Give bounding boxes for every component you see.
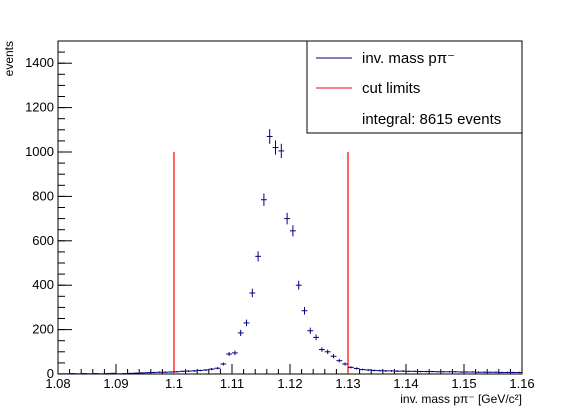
data-point (330, 354, 337, 359)
y-tick-label: 1200 (25, 100, 54, 115)
data-point (481, 371, 488, 373)
y-tick-label: 600 (32, 233, 54, 248)
legend-label-cut: cut limits (362, 80, 420, 97)
data-point (261, 193, 267, 206)
data-point (214, 367, 221, 370)
data-point (452, 371, 459, 373)
data-point (168, 371, 174, 373)
data-point (371, 369, 377, 372)
data-point (417, 370, 424, 373)
data-point (458, 371, 464, 373)
data-point (435, 371, 441, 373)
data-point (226, 352, 232, 357)
data-point (429, 370, 435, 373)
data-point (400, 370, 406, 373)
data-point (359, 368, 366, 371)
data-point (208, 368, 215, 371)
data-point (365, 369, 372, 371)
x-axis-title: inv. mass pπ⁻ [GeV/c²] (400, 392, 522, 406)
data-point (319, 347, 325, 352)
data-point (272, 140, 279, 155)
data-point (290, 225, 296, 237)
data-point (145, 372, 151, 374)
data-point (446, 371, 453, 373)
data-point (348, 366, 354, 369)
data-point (249, 288, 256, 298)
data-point (243, 319, 250, 327)
data-point (423, 370, 430, 373)
data-point (301, 306, 308, 315)
legend-label-mass: inv. mass pπ⁻ (362, 50, 455, 67)
data-point (493, 371, 499, 373)
data-point (197, 369, 203, 372)
x-tick-label: 1.13 (335, 376, 360, 391)
data-point (406, 370, 412, 373)
data-point (174, 371, 180, 373)
data-point (255, 251, 261, 262)
data-point (324, 349, 331, 355)
y-tick-label: 1000 (25, 144, 54, 159)
x-tick-label: 1.11 (220, 376, 244, 391)
y-tick-label: 200 (32, 322, 54, 337)
x-tick-label: 1.12 (277, 376, 302, 391)
data-point (295, 280, 302, 290)
x-tick-label: 1.16 (509, 376, 534, 391)
data-point (464, 371, 470, 373)
data-point (440, 371, 447, 373)
data-point (377, 369, 383, 372)
data-point (156, 371, 163, 373)
data-point (307, 327, 314, 334)
data-point (469, 371, 476, 373)
x-tick-label: 1.1 (165, 376, 183, 391)
data-point (388, 370, 395, 372)
data-point (237, 329, 244, 337)
data-point (382, 370, 389, 372)
data-point (232, 350, 238, 356)
data-point (191, 370, 198, 372)
data-point (313, 334, 319, 341)
data-point (475, 371, 482, 373)
data-point (133, 372, 140, 374)
x-tick-label: 1.15 (451, 376, 476, 391)
data-point (185, 370, 192, 373)
legend: inv. mass pπ⁻ cut limits integral: 8615 … (306, 40, 523, 134)
data-point (266, 129, 273, 144)
data-point (504, 371, 511, 374)
y-tick-label: 800 (32, 188, 54, 203)
y-tick-label: 1400 (25, 55, 54, 70)
y-axis-title: events (2, 41, 16, 76)
data-point (162, 371, 169, 373)
x-tick-label: 1.14 (393, 376, 418, 391)
data-point (510, 371, 517, 374)
data-point (411, 370, 418, 373)
y-tick-label: 400 (32, 277, 54, 292)
data-point (487, 371, 493, 373)
legend-box (306, 40, 523, 134)
data-point (127, 372, 134, 374)
x-tick-label: 1.09 (103, 376, 128, 391)
data-point (498, 371, 505, 374)
data-point (150, 371, 157, 374)
data-point (516, 371, 522, 374)
legend-label-integral: integral: 8615 events (362, 111, 501, 128)
data-point (203, 369, 209, 371)
data-point (139, 372, 145, 374)
y-tick-label: 0 (47, 366, 54, 381)
data-point (179, 370, 186, 373)
data-point (353, 367, 360, 370)
data-point (336, 358, 343, 363)
data-point (342, 362, 348, 366)
data-point (220, 362, 227, 366)
data-point (284, 212, 290, 225)
data-point (110, 372, 116, 374)
data-point (278, 143, 285, 158)
data-point (394, 370, 401, 373)
x-tick-label: 1.08 (45, 376, 70, 391)
